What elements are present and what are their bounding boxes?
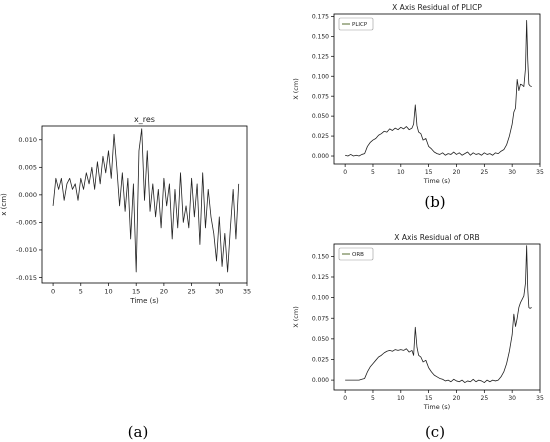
x-tick-label: 25 xyxy=(187,288,195,296)
x-tick-label: 5 xyxy=(371,395,375,402)
legend-box xyxy=(338,17,374,31)
y-tick-label: 0.050 xyxy=(312,113,329,120)
y-tick-label: 0.005 xyxy=(18,164,37,172)
y-tick-label: 0.100 xyxy=(312,73,329,80)
y-tick-label: 0.000 xyxy=(312,153,329,160)
x-axis-label: Time (s) xyxy=(423,403,450,411)
x-tick-label: 5 xyxy=(79,288,83,296)
y-axis-label: x (cm) xyxy=(0,193,8,216)
panel-label-c: (c) xyxy=(425,423,445,441)
x-tick-label: 5 xyxy=(371,169,375,176)
series-line-plicp xyxy=(345,19,532,157)
legend: ORB xyxy=(338,247,374,261)
series-line-orb xyxy=(345,245,532,383)
x-tick-label: 15 xyxy=(132,288,140,296)
y-tick-label: -0.015 xyxy=(16,274,37,282)
plot-frame xyxy=(333,243,541,391)
y-axis-label: X (cm) xyxy=(292,78,300,100)
y-tick-label: 0.000 xyxy=(312,377,329,384)
chart-title: x_res xyxy=(134,115,155,124)
x-tick-label: 0 xyxy=(51,288,55,296)
chart-x-res: x_res 0 5 10 15 20 25 30 35 -0.015 -0.010 -0.005 0.0… xyxy=(0,115,251,305)
y-axis-label: X (cm) xyxy=(292,306,300,328)
series-line-x-res xyxy=(52,128,240,273)
x-tick-label: 20 xyxy=(453,169,461,176)
y-tick-label: 0.075 xyxy=(312,93,329,100)
legend-box xyxy=(338,247,374,261)
y-tick-label: 0.025 xyxy=(312,133,329,140)
x-tick-label: 35 xyxy=(243,288,251,296)
y-tick-label: 0.075 xyxy=(312,315,329,322)
x-tick-label: 0 xyxy=(343,169,347,176)
chart-orb-residual: X Axis Residual of ORB 0 5 10 15 20 25 30 35 0.00… xyxy=(292,233,544,411)
x-tick-label: 30 xyxy=(508,169,516,176)
y-tick-label: 0.025 xyxy=(312,357,329,364)
x-tick-label: 10 xyxy=(104,288,112,296)
legend-label: ORB xyxy=(352,252,364,258)
chart-title: X Axis Residual of ORB xyxy=(394,233,479,242)
x-tick-label: 20 xyxy=(160,288,168,296)
x-tick-label: 10 xyxy=(397,395,405,402)
y-tick-label: -0.010 xyxy=(16,246,37,254)
x-tick-label: 15 xyxy=(425,395,433,402)
plot-frame xyxy=(41,125,248,284)
legend-label: PLICP xyxy=(352,22,368,28)
x-tick-label: 25 xyxy=(481,395,489,402)
x-axis-label: Time (s) xyxy=(129,297,159,305)
y-tick-label: -0.005 xyxy=(16,219,37,227)
y-tick-label: 0.050 xyxy=(312,336,329,343)
chart-title: X Axis Residual of PLICP xyxy=(392,3,482,12)
legend: PLICP xyxy=(338,17,374,31)
x-tick-label: 20 xyxy=(453,395,461,402)
plot-frame xyxy=(333,13,541,165)
panel-label-a: (a) xyxy=(128,423,149,441)
y-tick-label: 0.125 xyxy=(312,274,329,281)
x-tick-label: 15 xyxy=(425,169,433,176)
x-axis-label: Time (s) xyxy=(423,177,450,185)
x-tick-label: 35 xyxy=(536,169,544,176)
x-tick-label: 25 xyxy=(481,169,489,176)
y-tick-label: 0.100 xyxy=(312,295,329,302)
chart-plicp-residual: X Axis Residual of PLICP 0 5 10 15 20 25 30 35 0.… xyxy=(292,3,544,185)
x-tick-label: 35 xyxy=(536,395,544,402)
y-tick-label: 0.125 xyxy=(312,53,329,60)
y-tick-label: 0.150 xyxy=(312,253,329,260)
y-tick-label: 0.010 xyxy=(18,136,37,144)
x-tick-label: 10 xyxy=(397,169,405,176)
panel-label-b: (b) xyxy=(424,193,445,211)
y-tick-label: 0.000 xyxy=(18,191,37,199)
x-tick-label: 30 xyxy=(508,395,516,402)
x-tick-label: 0 xyxy=(343,395,347,402)
y-tick-label: 0.175 xyxy=(312,13,329,20)
x-tick-label: 30 xyxy=(215,288,223,296)
y-tick-label: 0.150 xyxy=(312,33,329,40)
